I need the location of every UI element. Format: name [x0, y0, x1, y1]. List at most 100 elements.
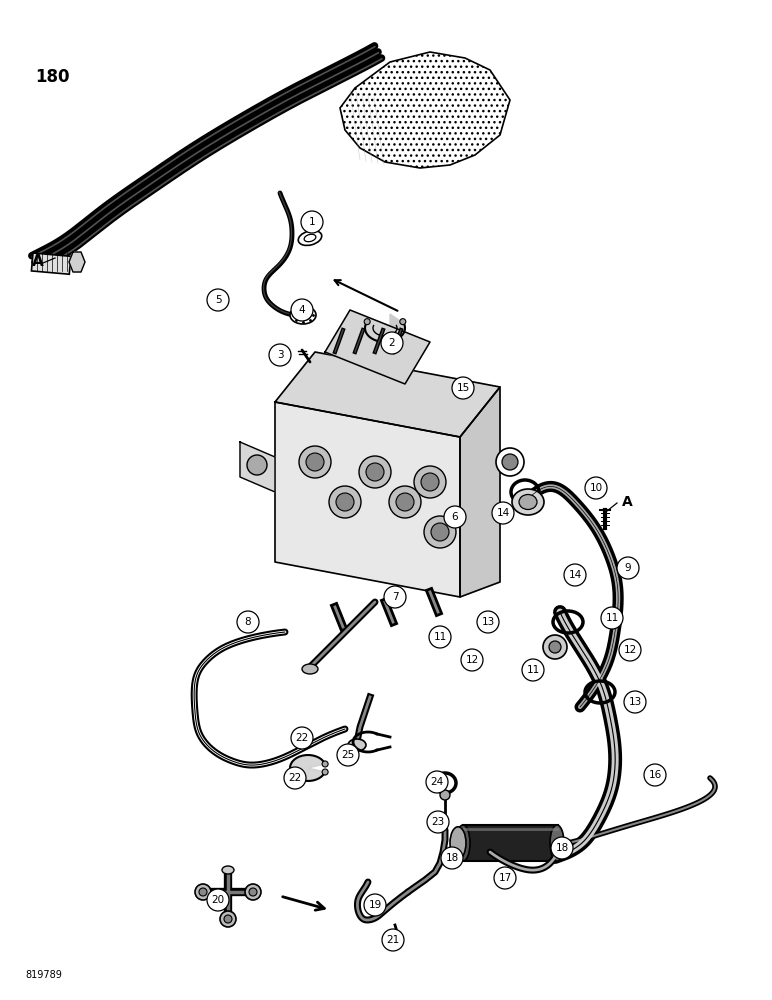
Bar: [32, 253, 71, 274]
Circle shape: [494, 867, 516, 889]
Bar: [463, 825, 558, 861]
Circle shape: [364, 319, 371, 325]
Circle shape: [522, 659, 544, 681]
Circle shape: [291, 299, 313, 321]
Text: 12: 12: [623, 645, 637, 655]
Ellipse shape: [222, 866, 234, 874]
Text: 9: 9: [625, 563, 631, 573]
Text: 180: 180: [35, 68, 69, 86]
Ellipse shape: [450, 827, 466, 859]
Text: 24: 24: [430, 777, 444, 787]
Circle shape: [429, 626, 451, 648]
Circle shape: [359, 456, 391, 488]
Circle shape: [301, 211, 323, 233]
Circle shape: [496, 448, 524, 476]
Text: 13: 13: [628, 697, 642, 707]
Circle shape: [477, 611, 499, 633]
Circle shape: [452, 377, 474, 399]
Ellipse shape: [456, 825, 470, 861]
Circle shape: [551, 837, 573, 859]
Text: 20: 20: [212, 895, 225, 905]
Text: 6: 6: [452, 512, 459, 522]
Text: 12: 12: [466, 655, 479, 665]
Text: 819789: 819789: [25, 970, 62, 980]
Circle shape: [624, 691, 646, 713]
Circle shape: [269, 344, 291, 366]
Text: 25: 25: [341, 750, 354, 760]
Circle shape: [424, 516, 456, 548]
Polygon shape: [275, 402, 460, 597]
Text: 3: 3: [276, 350, 283, 360]
Circle shape: [396, 493, 414, 511]
Text: A: A: [622, 495, 633, 509]
Circle shape: [195, 884, 211, 900]
Polygon shape: [240, 442, 275, 492]
Circle shape: [284, 767, 306, 789]
Circle shape: [337, 744, 359, 766]
Text: 23: 23: [432, 817, 445, 827]
Ellipse shape: [519, 494, 537, 510]
Text: 17: 17: [499, 873, 512, 883]
Circle shape: [549, 641, 561, 653]
Circle shape: [644, 764, 666, 786]
Circle shape: [207, 289, 229, 311]
Text: 13: 13: [482, 617, 495, 627]
Circle shape: [329, 486, 361, 518]
Text: 11: 11: [527, 665, 540, 675]
Circle shape: [306, 453, 324, 471]
Text: 22: 22: [289, 773, 302, 783]
Circle shape: [601, 607, 623, 629]
Circle shape: [421, 473, 439, 491]
Circle shape: [543, 635, 567, 659]
Circle shape: [427, 811, 449, 833]
Polygon shape: [325, 310, 430, 384]
Circle shape: [382, 929, 404, 951]
Text: 22: 22: [296, 733, 309, 743]
Ellipse shape: [348, 739, 366, 751]
Text: 7: 7: [391, 592, 398, 602]
Circle shape: [336, 493, 354, 511]
Polygon shape: [379, 314, 405, 342]
Ellipse shape: [290, 306, 316, 324]
Ellipse shape: [298, 231, 322, 245]
Circle shape: [220, 911, 236, 927]
Circle shape: [322, 769, 328, 775]
Polygon shape: [460, 387, 500, 597]
Circle shape: [299, 446, 331, 478]
Circle shape: [249, 888, 257, 896]
Text: 5: 5: [215, 295, 222, 305]
Circle shape: [237, 611, 259, 633]
Text: 18: 18: [555, 843, 569, 853]
Circle shape: [224, 915, 232, 923]
Circle shape: [431, 523, 449, 541]
Text: 11: 11: [605, 613, 618, 623]
Circle shape: [291, 727, 313, 749]
Text: 10: 10: [590, 483, 603, 493]
Circle shape: [400, 319, 406, 325]
Circle shape: [381, 332, 403, 354]
Circle shape: [384, 586, 406, 608]
Circle shape: [389, 486, 421, 518]
Polygon shape: [340, 52, 510, 168]
Circle shape: [247, 455, 267, 475]
Text: 16: 16: [648, 770, 662, 780]
Text: 4: 4: [299, 305, 305, 315]
Text: 21: 21: [386, 935, 400, 945]
Circle shape: [414, 466, 446, 498]
Ellipse shape: [512, 489, 544, 515]
Circle shape: [461, 649, 483, 671]
Polygon shape: [275, 352, 500, 437]
Text: 8: 8: [245, 617, 252, 627]
Polygon shape: [69, 252, 85, 272]
Text: 1: 1: [309, 217, 315, 227]
Circle shape: [502, 454, 518, 470]
Circle shape: [440, 790, 450, 800]
Text: 14: 14: [496, 508, 510, 518]
Circle shape: [441, 847, 463, 869]
Circle shape: [585, 477, 607, 499]
Text: 18: 18: [445, 853, 459, 863]
Circle shape: [492, 502, 514, 524]
Circle shape: [245, 884, 261, 900]
Circle shape: [207, 889, 229, 911]
Circle shape: [199, 888, 207, 896]
